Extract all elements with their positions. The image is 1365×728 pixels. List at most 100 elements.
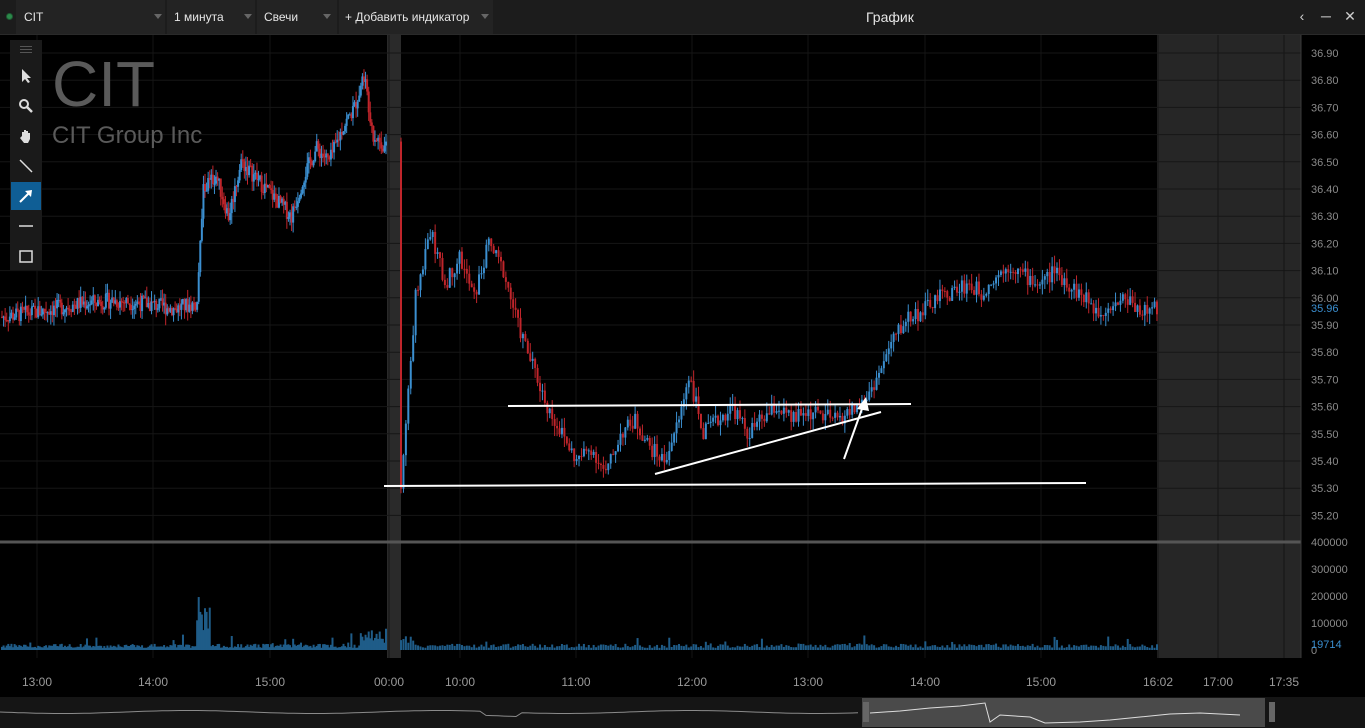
volume-bar bbox=[100, 645, 103, 650]
tool-line[interactable] bbox=[11, 152, 41, 180]
volume-bar bbox=[186, 644, 189, 650]
volume-bar bbox=[1019, 645, 1022, 650]
volume-bar bbox=[400, 640, 402, 650]
candle-body bbox=[607, 463, 610, 471]
tool-pan[interactable] bbox=[11, 122, 41, 150]
volume-bar bbox=[919, 646, 922, 650]
candle-body bbox=[304, 176, 307, 183]
candle-body bbox=[977, 281, 980, 295]
volume-bar bbox=[734, 647, 737, 650]
volume-bar bbox=[328, 647, 331, 650]
tool-rectangle[interactable] bbox=[11, 242, 41, 270]
volume-bar bbox=[724, 641, 727, 650]
candle-body bbox=[1024, 268, 1027, 272]
candle-body bbox=[175, 308, 178, 313]
volume-bar bbox=[1121, 645, 1124, 650]
close-icon[interactable]: ✕ bbox=[1344, 8, 1356, 24]
volume-bar bbox=[331, 637, 334, 650]
candle-body bbox=[624, 427, 627, 438]
volume-bar bbox=[753, 644, 756, 650]
breakout-arrow[interactable] bbox=[843, 405, 864, 460]
candle-body bbox=[546, 402, 549, 414]
volume-bar bbox=[539, 644, 542, 650]
candle-body bbox=[975, 281, 978, 295]
candle-body bbox=[973, 290, 976, 295]
candle-body bbox=[499, 256, 502, 262]
candle-body bbox=[62, 312, 65, 315]
rising-trendline[interactable] bbox=[654, 411, 882, 475]
candle-body bbox=[180, 303, 183, 310]
volume-bar bbox=[480, 644, 483, 650]
zoom-icon bbox=[19, 99, 33, 113]
volume-bar bbox=[775, 645, 778, 650]
navigator-handle-left[interactable] bbox=[863, 702, 869, 722]
add-indicator-button[interactable]: + Добавить индикатор bbox=[339, 0, 493, 34]
volume-bar bbox=[841, 644, 844, 650]
volume-bar bbox=[309, 645, 312, 650]
chart-type-selector[interactable]: Свечи bbox=[257, 0, 337, 34]
candle-body bbox=[492, 246, 495, 254]
candle-body bbox=[563, 427, 566, 437]
volume-bar bbox=[809, 644, 812, 650]
volume-bar bbox=[780, 644, 783, 650]
volume-bar bbox=[336, 647, 339, 650]
candle-body bbox=[181, 298, 184, 304]
volume-bar bbox=[293, 644, 296, 650]
navigator-handle-right[interactable] bbox=[1269, 702, 1275, 722]
volume-bar bbox=[366, 637, 369, 650]
candle-body bbox=[919, 312, 922, 322]
volume-bar bbox=[904, 644, 907, 650]
volume-bar bbox=[348, 647, 351, 650]
time-tick: 14:00 bbox=[138, 675, 168, 689]
interval-selector[interactable]: 1 минута bbox=[167, 0, 255, 34]
candle-body bbox=[678, 419, 681, 423]
candle-body bbox=[575, 459, 578, 462]
minimize-icon[interactable]: ─ bbox=[1321, 8, 1331, 24]
candle-body bbox=[232, 198, 235, 203]
candle-body bbox=[890, 341, 893, 349]
volume-bar bbox=[21, 646, 24, 650]
collapse-icon[interactable]: ‹ bbox=[1299, 8, 1305, 24]
tool-cursor[interactable] bbox=[11, 62, 41, 90]
volume-bar bbox=[760, 638, 763, 650]
volume-bar bbox=[257, 644, 260, 650]
candle-body bbox=[252, 174, 255, 182]
volume-bar bbox=[364, 634, 367, 650]
volume-bar bbox=[617, 647, 620, 650]
volume-bar bbox=[229, 647, 232, 650]
volume-bar bbox=[334, 646, 337, 650]
candle-body bbox=[1121, 294, 1124, 301]
price-tick: 35.20 bbox=[1311, 510, 1339, 522]
volume-bar bbox=[1112, 646, 1115, 650]
volume-bar bbox=[199, 611, 202, 650]
candle-body bbox=[951, 288, 954, 301]
volume-bar bbox=[558, 646, 561, 650]
candle-body bbox=[426, 239, 429, 250]
price-axis-panel[interactable] bbox=[1301, 35, 1365, 658]
candle-body bbox=[13, 317, 16, 320]
volume-bar bbox=[134, 647, 137, 650]
volume-bar bbox=[575, 646, 578, 650]
tool-arrow[interactable] bbox=[11, 182, 41, 210]
candle-body bbox=[259, 175, 262, 180]
candle-body bbox=[1009, 271, 1012, 273]
candle-body bbox=[592, 451, 595, 456]
toolbar-grip-icon[interactable] bbox=[20, 46, 32, 47]
candle-body bbox=[156, 308, 159, 310]
tool-zoom[interactable] bbox=[11, 92, 41, 120]
volume-bar bbox=[1021, 645, 1024, 650]
candle-body bbox=[1134, 302, 1137, 312]
volume-bar bbox=[120, 646, 123, 650]
support-line[interactable] bbox=[383, 482, 1087, 487]
candle-body bbox=[1148, 308, 1151, 314]
candle-body bbox=[517, 309, 520, 318]
candle-body bbox=[602, 464, 605, 469]
tool-horizontal-line[interactable] bbox=[11, 212, 41, 240]
price-chart[interactable]: 36.90 36.80 36.70 36.60 36.50 36.40 36.30 36.20… bbox=[0, 35, 1365, 728]
volume-bar bbox=[114, 646, 117, 650]
chevron-down-icon bbox=[154, 14, 162, 19]
resistance-line[interactable] bbox=[507, 403, 912, 407]
volume-bar bbox=[115, 647, 118, 650]
volume-bar bbox=[38, 646, 41, 650]
symbol-selector[interactable]: CIT bbox=[16, 0, 165, 34]
